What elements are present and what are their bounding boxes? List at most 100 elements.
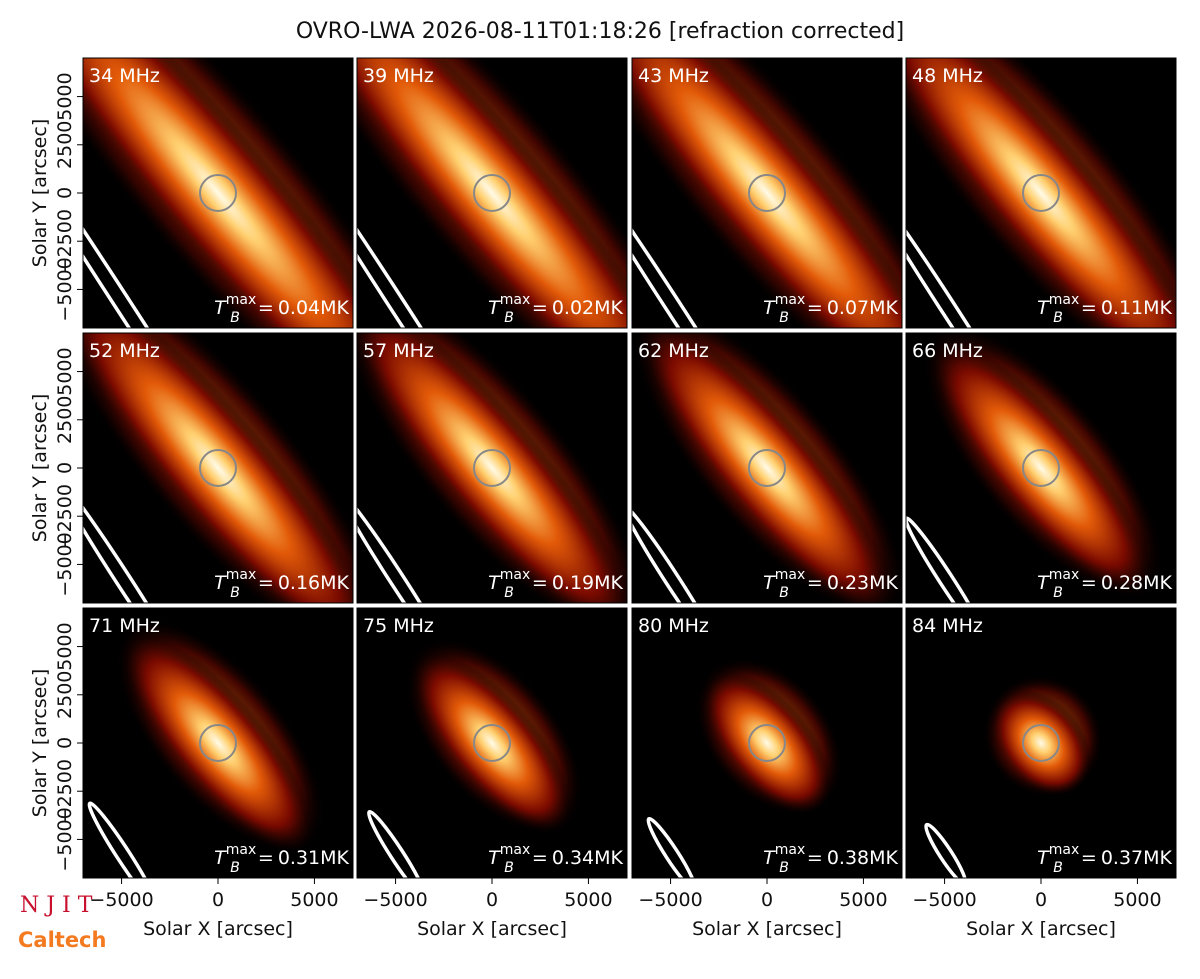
emission: [357, 58, 627, 328]
x-tick-label: 5000: [564, 889, 612, 911]
freq-label: 84 MHz: [912, 615, 983, 637]
tb-symbol: T: [214, 847, 227, 869]
tb-value: 0.37MK: [1101, 847, 1173, 869]
y-tick-label: −2500: [54, 759, 76, 823]
tb-eq: =: [807, 297, 823, 319]
beam: [357, 489, 456, 603]
tb-symbol: T: [488, 297, 501, 319]
tb-value: 0.31MK: [278, 847, 350, 869]
solar-disk: [748, 449, 786, 487]
panel: [906, 608, 1176, 878]
y-tick-label: −2500: [54, 484, 76, 548]
x-label: Solar X [arcsec]: [143, 918, 293, 940]
tb-value: 0.19MK: [552, 572, 624, 594]
logo-njit: N J I T: [20, 893, 93, 918]
freq-label: 52 MHz: [89, 340, 160, 362]
x-tick-label: 0: [761, 889, 773, 911]
freq-label: 75 MHz: [363, 615, 434, 637]
tb-sub: B: [779, 585, 789, 601]
beam: [83, 84, 267, 328]
solar-disk: [748, 724, 786, 762]
tb-value: 0.11MK: [1101, 297, 1173, 319]
tb-symbol: T: [1037, 297, 1050, 319]
solar-disk: [1022, 724, 1060, 762]
y-tick-label: 2500: [54, 671, 76, 719]
frame: [905, 332, 1177, 604]
tb-sup: max: [1049, 567, 1080, 583]
frame: [631, 57, 903, 329]
tb-sup: max: [775, 292, 806, 308]
x-label: Solar X [arcsec]: [692, 918, 842, 940]
tb-sup: max: [500, 292, 531, 308]
panel: [632, 333, 902, 603]
tb-sub: B: [504, 860, 514, 876]
x-tick-label: −5000: [638, 889, 702, 911]
y-tick-label: −5000: [54, 257, 76, 321]
tb-label: Tmax B = 0.23MK: [763, 567, 898, 601]
x-tick-label: −5000: [363, 889, 427, 911]
tb-eq: =: [258, 847, 274, 869]
beam: [632, 504, 722, 603]
x-label: Solar X [arcsec]: [966, 918, 1116, 940]
tb-sup: max: [775, 842, 806, 858]
x-label: Solar X [arcsec]: [417, 918, 567, 940]
y-tick-label: 2500: [54, 396, 76, 444]
tb-eq: =: [1081, 847, 1097, 869]
tb-sub: B: [230, 310, 240, 326]
tb-label: Tmax B = 0.38MK: [763, 842, 898, 876]
solar-disk: [473, 174, 511, 212]
tb-value: 0.34MK: [552, 847, 624, 869]
tb-value: 0.23MK: [827, 572, 899, 594]
frame: [631, 332, 903, 604]
tb-sup: max: [226, 567, 257, 583]
tb-value: 0.38MK: [827, 847, 899, 869]
emission: [702, 671, 832, 815]
beam: [646, 816, 697, 878]
tb-label: Tmax B = 0.37MK: [1037, 842, 1172, 876]
freq-label: 43 MHz: [638, 65, 709, 87]
tb-eq: =: [532, 297, 548, 319]
frame: [356, 57, 628, 329]
panel: [906, 58, 1176, 328]
tb-sup: max: [1049, 292, 1080, 308]
y-label: Solar Y [arcsec]: [29, 394, 51, 542]
tb-sub: B: [504, 585, 514, 601]
tb-sub: B: [1053, 585, 1063, 601]
beam: [632, 150, 773, 328]
tb-eq: =: [1081, 572, 1097, 594]
tb-label: Tmax B = 0.02MK: [488, 292, 623, 326]
emission: [929, 338, 1153, 598]
tb-sup: max: [226, 842, 257, 858]
tb-label: Tmax B = 0.28MK: [1037, 567, 1172, 601]
y-tick-label: 5000: [54, 72, 76, 120]
tb-symbol: T: [763, 572, 776, 594]
y-tick-label: 5000: [54, 622, 76, 670]
freq-label: 34 MHz: [89, 65, 160, 87]
x-tick-label: −5000: [912, 889, 976, 911]
solar-disk: [473, 724, 511, 762]
tb-sup: max: [226, 292, 257, 308]
tb-symbol: T: [488, 847, 501, 869]
freq-label: 66 MHz: [912, 340, 983, 362]
tb-sup: max: [500, 567, 531, 583]
tb-label: Tmax B = 0.16MK: [214, 567, 349, 601]
tb-symbol: T: [214, 297, 227, 319]
tb-sub: B: [1053, 310, 1063, 326]
tb-eq: =: [258, 572, 274, 594]
freq-label: 71 MHz: [89, 615, 160, 637]
tb-label: Tmax B = 0.31MK: [214, 842, 349, 876]
freq-label: 48 MHz: [912, 65, 983, 87]
tb-symbol: T: [488, 572, 501, 594]
beam: [906, 176, 1030, 328]
tb-sub: B: [230, 860, 240, 876]
tb-eq: =: [807, 572, 823, 594]
beam: [924, 822, 968, 878]
emission: [990, 689, 1092, 797]
tb-label: Tmax B = 0.19MK: [488, 567, 623, 601]
tb-eq: =: [532, 847, 548, 869]
panel: [357, 608, 627, 878]
solar-disk: [473, 449, 511, 487]
freq-label: 80 MHz: [638, 615, 709, 637]
emission: [357, 333, 627, 603]
